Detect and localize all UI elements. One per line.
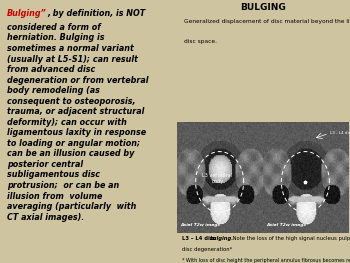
Text: L3 - L4 disc: L3 - L4 disc — [330, 130, 350, 135]
Text: Bulging”: Bulging” — [7, 9, 47, 18]
Text: * With loss of disc height the peripheral annulus fibrosus becomes redundant and: * With loss of disc height the periphera… — [182, 257, 350, 262]
Text: Note the loss of the high signal nucleus pulposus (star) from advanced: Note the loss of the high signal nucleus… — [231, 236, 350, 241]
Text: , by definition, is NOT: , by definition, is NOT — [47, 9, 145, 18]
Text: L3 – L4 disc: L3 – L4 disc — [182, 236, 218, 241]
Text: disc space.: disc space. — [184, 39, 217, 44]
Text: bulging.: bulging. — [210, 236, 234, 241]
Text: BULGING: BULGING — [240, 3, 286, 12]
Text: L3 vertebral
body: L3 vertebral body — [203, 173, 232, 184]
Text: considered a form of
herniation. Bulging is
sometimes a normal variant
(usually : considered a form of herniation. Bulging… — [7, 23, 148, 222]
Text: Axial T2w image: Axial T2w image — [180, 223, 220, 227]
Text: disc degeneration*: disc degeneration* — [182, 247, 232, 252]
Text: Generalized displacement of disc material beyond the limits of the intervertebra: Generalized displacement of disc materia… — [184, 18, 350, 24]
Text: Axial T2w image*: Axial T2w image* — [266, 223, 309, 227]
